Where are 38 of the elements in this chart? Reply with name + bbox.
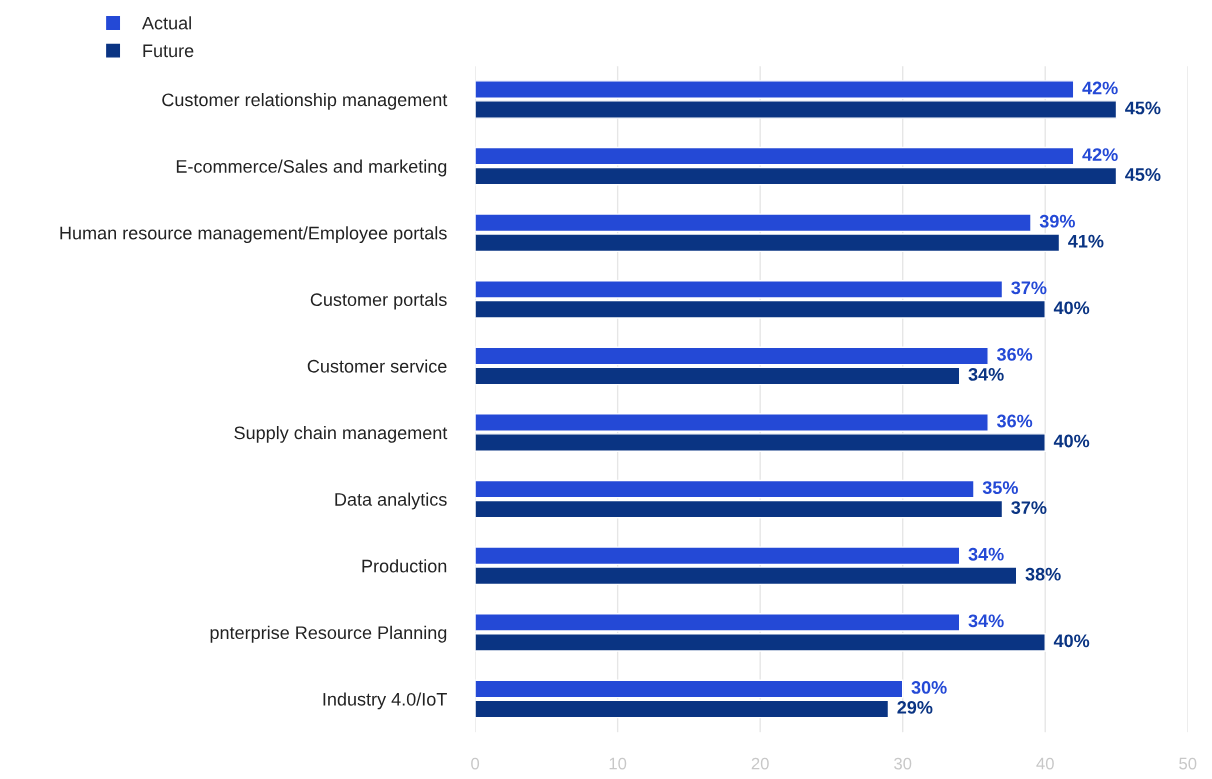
y-tick-label: Customer service bbox=[307, 359, 447, 373]
bar bbox=[475, 346, 989, 366]
y-tick-label: Data analytics bbox=[335, 492, 447, 510]
data-label: 38% bbox=[1025, 567, 1061, 581]
data-label: 35% bbox=[982, 481, 1018, 495]
legend-label: Future bbox=[143, 44, 194, 58]
data-label: 40% bbox=[1053, 301, 1090, 315]
data-label: 34% bbox=[968, 547, 1004, 561]
data-label: 34% bbox=[968, 614, 1004, 628]
data-label: 41% bbox=[1068, 234, 1104, 248]
data-label: 30% bbox=[911, 681, 947, 694]
y-tick-label: Supply chain management bbox=[234, 426, 448, 443]
y-tick-label: Human resource management/Employee portals bbox=[60, 226, 447, 244]
data-label: 39% bbox=[1039, 214, 1075, 228]
data-label: 34% bbox=[968, 367, 1004, 381]
data-label: 36% bbox=[996, 414, 1033, 428]
data-label: 45% bbox=[1125, 168, 1161, 181]
legend-label: Actual bbox=[142, 16, 191, 30]
bar bbox=[475, 166, 1118, 186]
bar bbox=[475, 679, 904, 699]
bar bbox=[475, 699, 890, 719]
data-label: 45% bbox=[1125, 101, 1161, 115]
data-label: 37% bbox=[1011, 501, 1047, 515]
data-label: 37% bbox=[1011, 281, 1047, 295]
y-tick-label: Production bbox=[362, 559, 447, 573]
data-label: 42% bbox=[1082, 81, 1118, 95]
data-label: 40% bbox=[1053, 434, 1090, 448]
data-label: 36% bbox=[996, 348, 1033, 361]
data-label: 29% bbox=[897, 701, 933, 714]
y-tick-label: pnterprise Resource Planning bbox=[210, 625, 447, 643]
y-tick-label: Customer portals bbox=[310, 292, 447, 310]
data-label: 40% bbox=[1053, 634, 1090, 648]
bar bbox=[475, 366, 961, 386]
data-label: 42% bbox=[1082, 148, 1118, 161]
y-tick-label: Customer relationship management bbox=[162, 92, 448, 110]
y-tick-label: Industry 4.0/IoT bbox=[323, 692, 447, 710]
bar bbox=[475, 146, 1075, 166]
y-tick-label: E-commerce/Sales and marketing bbox=[176, 159, 447, 177]
